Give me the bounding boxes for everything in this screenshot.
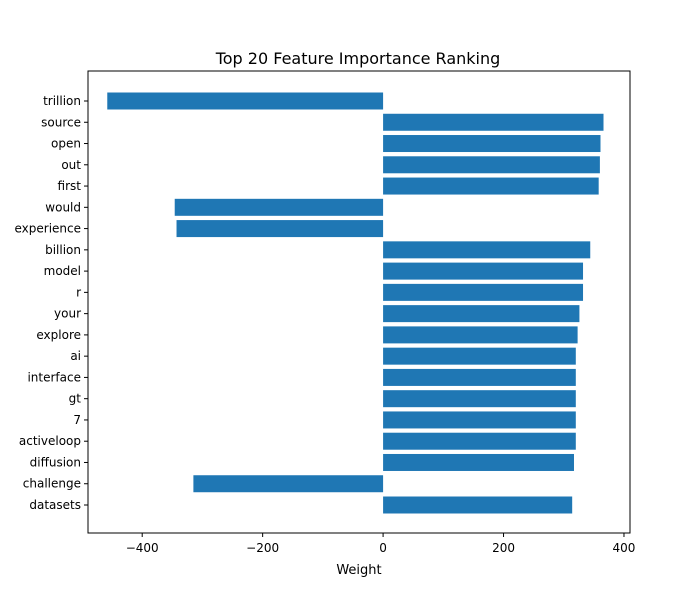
x-tick-label: 400 xyxy=(613,541,636,555)
bar-7 xyxy=(383,411,576,429)
chart-title: Top 20 Feature Importance Ranking xyxy=(215,49,501,68)
y-tick-label: interface xyxy=(27,370,81,384)
x-tick-label: −200 xyxy=(246,541,279,555)
y-tick-label: model xyxy=(44,264,81,278)
y-tick-label: r xyxy=(76,285,81,299)
y-tick-label: trillion xyxy=(43,94,81,108)
y-tick-label: challenge xyxy=(23,477,81,491)
x-axis-label: Weight xyxy=(336,563,381,578)
y-tick-label: first xyxy=(58,179,82,193)
bar-source xyxy=(383,113,604,131)
x-tick-label: 0 xyxy=(379,541,387,555)
y-tick-label: gt xyxy=(69,392,82,406)
y-tick-label: billion xyxy=(45,243,81,257)
bar-would xyxy=(174,198,384,216)
y-tick-label: would xyxy=(45,200,81,214)
y-tick-label: your xyxy=(54,307,81,321)
bar-r xyxy=(383,283,584,301)
bar-explore xyxy=(383,326,578,344)
x-tick-label: 200 xyxy=(492,541,515,555)
x-tick-label: −400 xyxy=(126,541,159,555)
y-tick-label: explore xyxy=(36,328,81,342)
y-axis: trillion source open out first would experienc… xyxy=(14,94,88,512)
bar-model xyxy=(383,262,584,280)
y-tick-label: datasets xyxy=(29,498,81,512)
x-axis: −400 −200 0 200 400 xyxy=(126,533,636,555)
bar-billion xyxy=(383,241,591,259)
bar-first xyxy=(383,177,599,195)
bar-datasets xyxy=(383,496,573,514)
bar-activeloop xyxy=(383,432,576,450)
bar-diffusion xyxy=(383,453,574,471)
bar-gt xyxy=(383,390,576,408)
y-tick-label: 7 xyxy=(73,413,81,427)
y-tick-label: diffusion xyxy=(30,455,81,469)
bar-open xyxy=(383,135,601,153)
bar-out xyxy=(383,156,600,174)
bar-ai xyxy=(383,347,576,365)
plot-frame xyxy=(87,70,631,534)
y-tick-label: activeloop xyxy=(19,434,81,448)
y-tick-label: ai xyxy=(70,349,81,363)
y-tick-label: experience xyxy=(14,222,81,236)
y-tick-label: open xyxy=(51,137,81,151)
bar-trillion xyxy=(107,92,384,110)
y-tick-label: source xyxy=(41,115,81,129)
bar-your xyxy=(383,305,580,323)
bars-group xyxy=(107,92,604,514)
bar-experience xyxy=(176,220,384,238)
y-tick-label: out xyxy=(61,158,81,172)
bar-interface xyxy=(383,368,576,386)
bar-challenge xyxy=(193,475,384,493)
